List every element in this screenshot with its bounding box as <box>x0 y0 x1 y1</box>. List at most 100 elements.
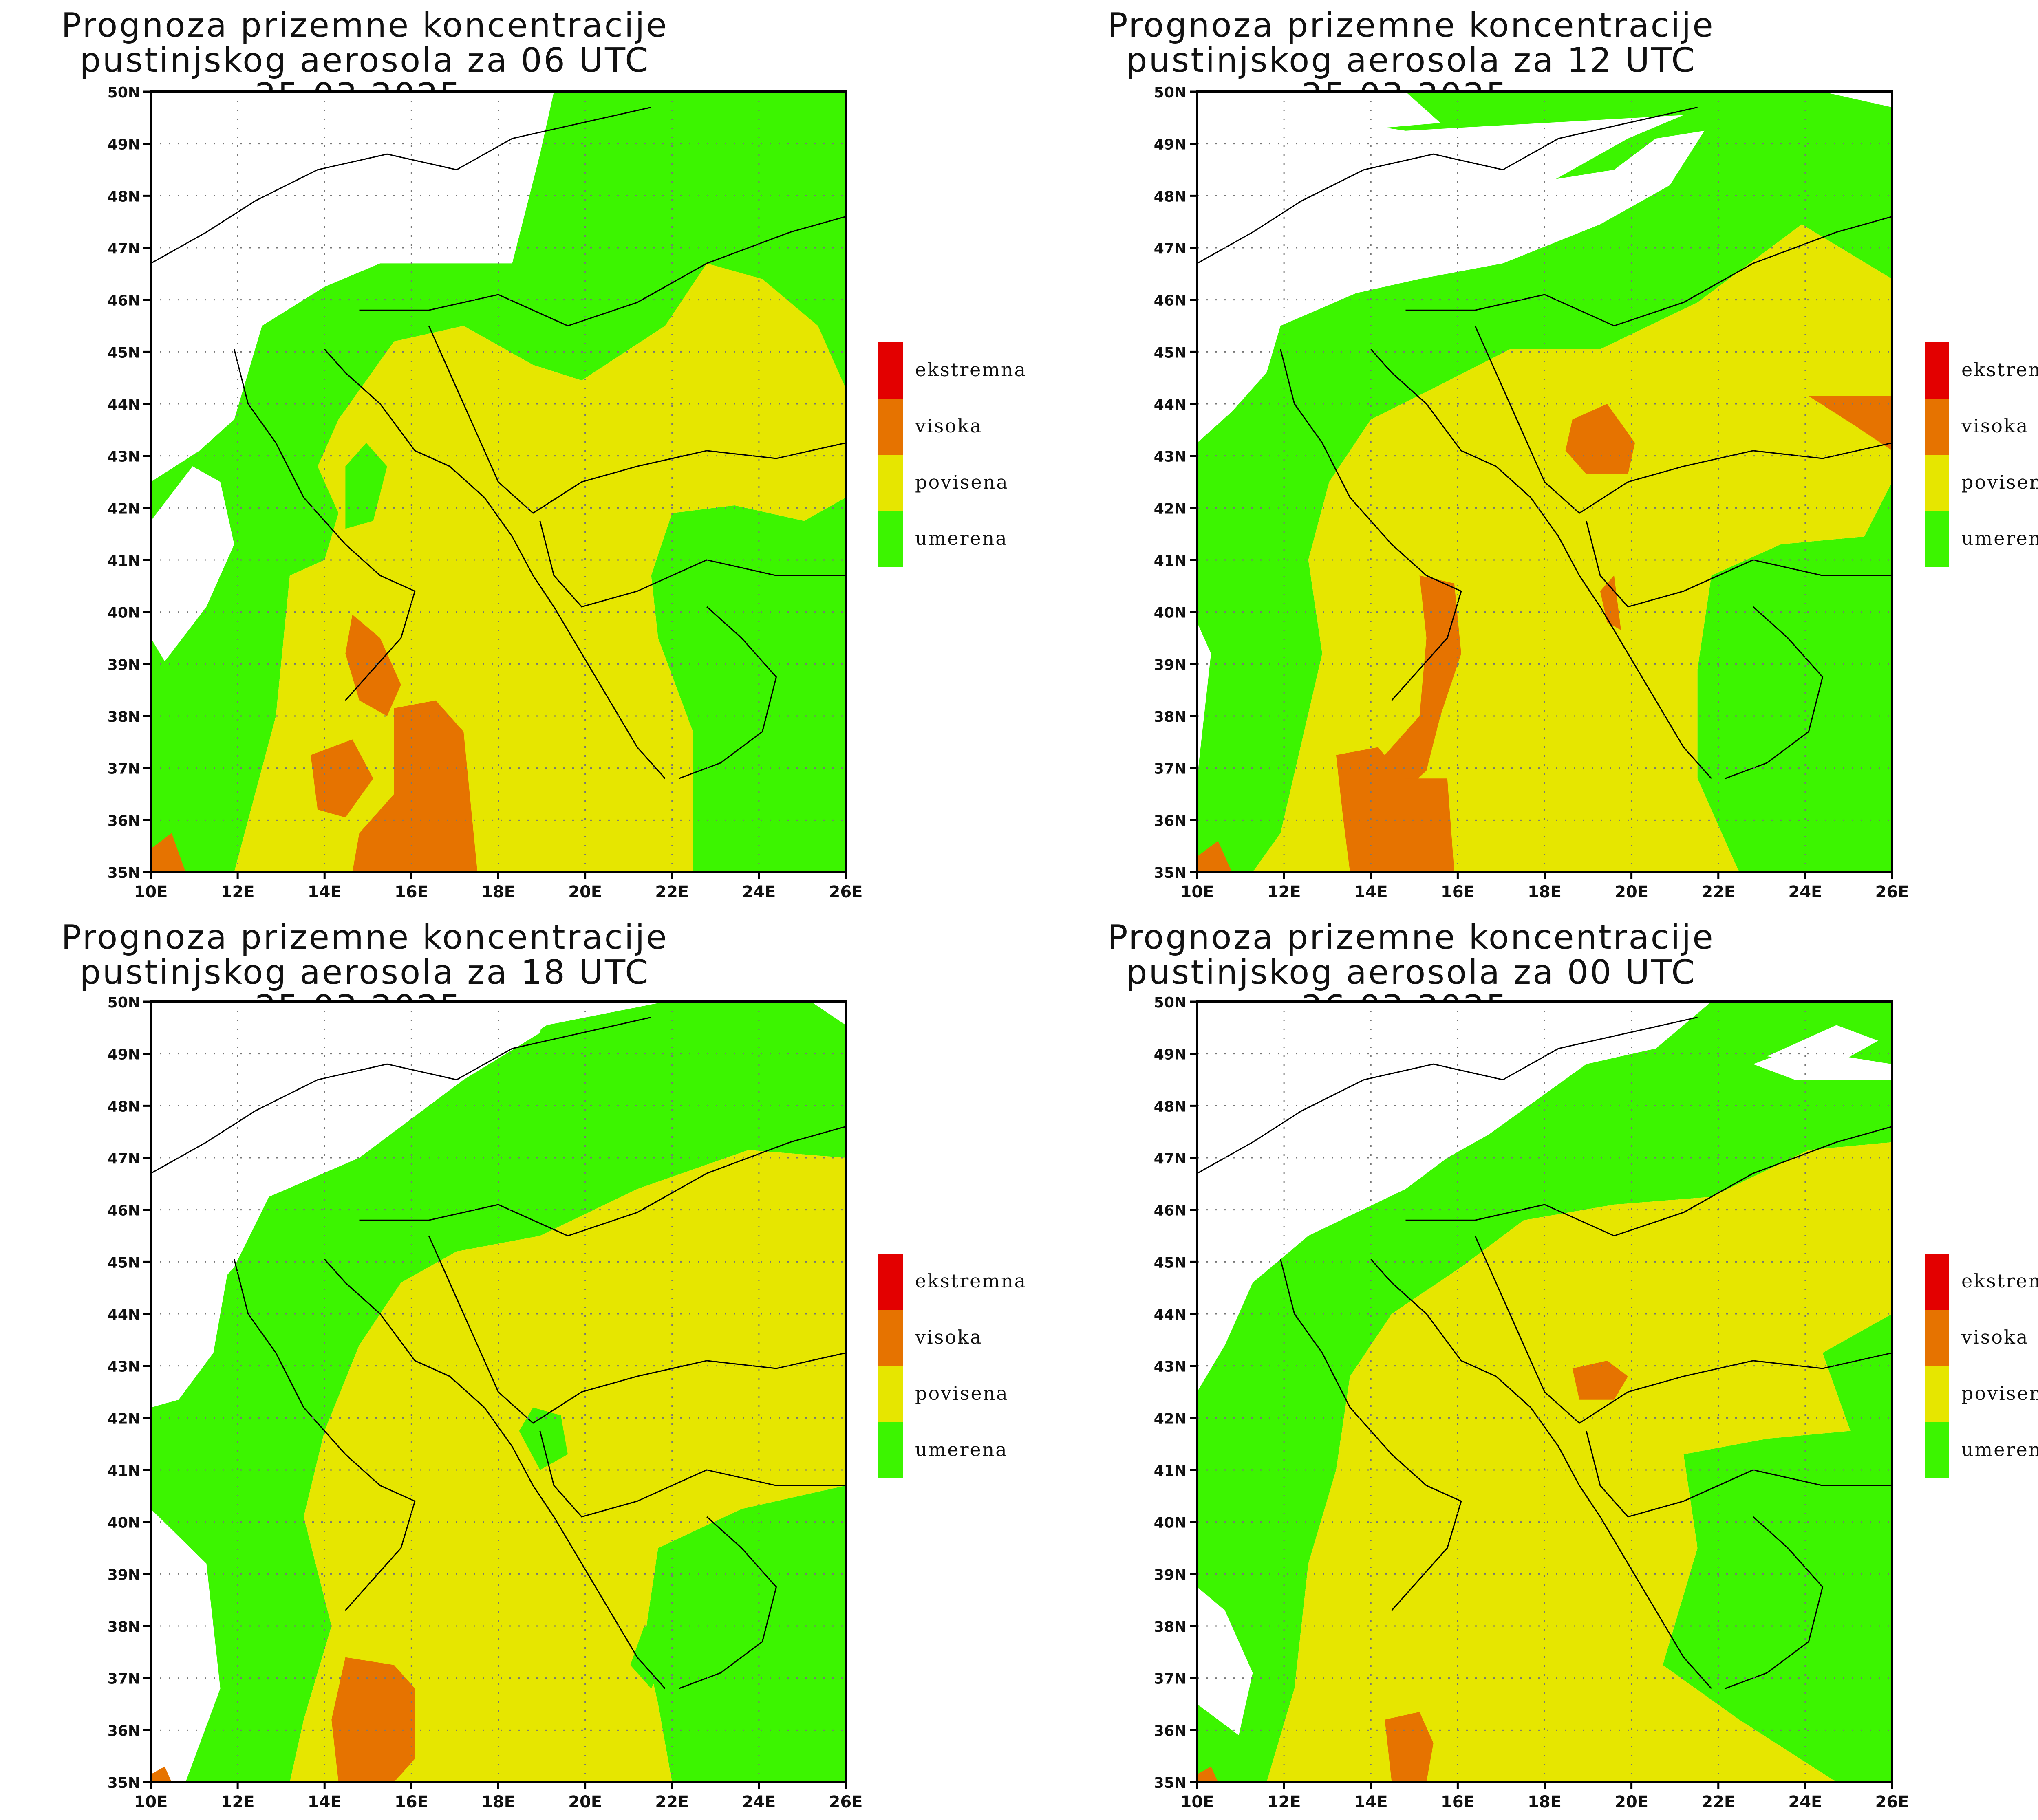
lat-tick-label: 35N <box>108 1775 140 1791</box>
lon-tick-label: 20E <box>1615 883 1648 901</box>
lon-tick-label: 24E <box>1788 883 1822 901</box>
field-povisena <box>1253 224 1892 872</box>
border-line <box>1586 520 1892 608</box>
lat-tick-label: 36N <box>1154 1723 1187 1739</box>
lat-tick-label: 48N <box>108 188 140 205</box>
field-visoka <box>1565 404 1635 474</box>
legend-swatch <box>1925 1366 1949 1422</box>
lat-tick-label: 43N <box>108 449 140 465</box>
lon-tick-label: 16E <box>1441 1793 1475 1811</box>
lat-tick-label: 50N <box>1154 994 1187 1011</box>
lat-tick-label: 39N <box>108 657 140 673</box>
lat-tick-label: 36N <box>108 1723 140 1739</box>
clear-area <box>1753 1048 1892 1080</box>
legend-swatch <box>1925 1254 1949 1310</box>
legend-label: umerena <box>1961 527 2038 549</box>
lon-tick-label: 12E <box>221 883 255 901</box>
panel-title: Prognoza prizemne koncentracije pustinjs… <box>1046 8 1776 113</box>
lon-tick-label: 22E <box>655 1793 689 1811</box>
border-line <box>1280 349 1462 701</box>
lat-tick-label: 46N <box>108 293 140 309</box>
field-visoka <box>352 700 478 872</box>
border-line <box>324 1259 666 1689</box>
legend-swatch <box>878 399 903 455</box>
border-line <box>1370 349 1712 779</box>
lat-tick-label: 35N <box>108 865 140 881</box>
border-line <box>539 520 846 608</box>
lat-tick-label: 39N <box>108 1567 140 1583</box>
legend-swatch <box>878 511 903 567</box>
lon-tick-label: 16E <box>1441 883 1475 901</box>
field-povisena <box>234 263 846 872</box>
lat-tick-label: 39N <box>1154 657 1187 673</box>
lon-tick-label: 12E <box>1267 1793 1301 1811</box>
lat-tick-label: 50N <box>108 84 140 101</box>
lat-tick-label: 41N <box>108 553 140 569</box>
field-visoka <box>1572 1360 1628 1400</box>
lat-tick-label: 49N <box>1154 137 1187 153</box>
legend-swatch <box>878 455 903 511</box>
lat-tick-label: 46N <box>108 1203 140 1219</box>
legend-swatch <box>1925 455 1949 511</box>
clear-area <box>151 1556 214 1720</box>
field-visoka <box>345 615 401 716</box>
legend-swatch <box>878 1366 903 1422</box>
lat-tick-label: 36N <box>108 813 140 829</box>
field-visoka <box>311 739 373 817</box>
lon-tick-label: 24E <box>742 1793 776 1811</box>
lon-tick-label: 18E <box>1528 1793 1562 1811</box>
border-line <box>679 1516 777 1689</box>
lon-tick-label: 10E <box>1180 1793 1214 1811</box>
lon-tick-label: 24E <box>742 883 776 901</box>
field-visoka <box>1197 841 1232 872</box>
lon-tick-label: 22E <box>655 883 689 901</box>
lat-tick-label: 49N <box>108 137 140 153</box>
lat-tick-label: 47N <box>1154 1150 1187 1167</box>
map-panel-12utc: Prognoza prizemne koncentracije pustinjs… <box>1046 0 2038 910</box>
panel-title-line1: Prognoza prizemne koncentracije <box>61 6 668 45</box>
border-line <box>1725 606 1824 779</box>
lat-tick-label: 38N <box>1154 709 1187 725</box>
field-umerena <box>1197 1002 1892 1782</box>
clear-area <box>151 1002 547 1291</box>
border-line <box>1405 216 1892 327</box>
lat-tick-label: 47N <box>108 1150 140 1167</box>
map-panel-06utc: Prognoza prizemne koncentracije pustinjs… <box>0 0 1043 910</box>
lon-tick-label: 12E <box>1267 883 1301 901</box>
lat-tick-label: 44N <box>108 1307 140 1323</box>
legend-swatch <box>1925 342 1949 399</box>
lat-tick-label: 42N <box>108 500 140 517</box>
clear-area <box>1197 92 1440 131</box>
legend-label: visoka <box>915 415 983 437</box>
lon-tick-label: 10E <box>134 1793 168 1811</box>
lat-tick-label: 42N <box>108 1410 140 1427</box>
border-line <box>150 1016 651 1174</box>
lat-tick-label: 40N <box>108 1515 140 1531</box>
lat-tick-label: 44N <box>1154 397 1187 413</box>
border-line <box>539 1430 846 1518</box>
lon-tick-label: 14E <box>1354 883 1388 901</box>
lat-tick-label: 47N <box>108 240 140 257</box>
lat-tick-label: 50N <box>1154 84 1187 101</box>
legend-label: ekstremna <box>915 1270 1027 1292</box>
lat-tick-label: 44N <box>1154 1307 1187 1323</box>
lat-tick-label: 43N <box>1154 1359 1187 1375</box>
field-umerena <box>151 1002 846 1782</box>
map-panel-18utc: Prognoza prizemne koncentracije pustinjs… <box>0 910 1043 1820</box>
field-visoka <box>151 1766 172 1782</box>
lon-tick-label: 18E <box>1528 883 1562 901</box>
clear-area <box>151 1267 227 1408</box>
lat-tick-label: 42N <box>1154 500 1187 517</box>
forecast-map: 10E 12E 14E 16E 18E 20E 22E 24E 26E 35N 36N 37N 38N 3… <box>108 84 863 901</box>
border-line <box>359 1126 846 1237</box>
lon-tick-label: 16E <box>395 883 428 901</box>
border-line <box>324 349 666 779</box>
legend-label: umerena <box>915 527 1008 549</box>
field-visoka <box>1197 1766 1218 1782</box>
lon-tick-label: 26E <box>1875 1793 1909 1811</box>
legend-label: povisena <box>915 471 1009 493</box>
lon-tick-label: 16E <box>395 1793 428 1811</box>
lat-tick-label: 35N <box>1154 1775 1187 1791</box>
clear-area <box>151 466 234 661</box>
lon-tick-label: 10E <box>1180 883 1214 901</box>
